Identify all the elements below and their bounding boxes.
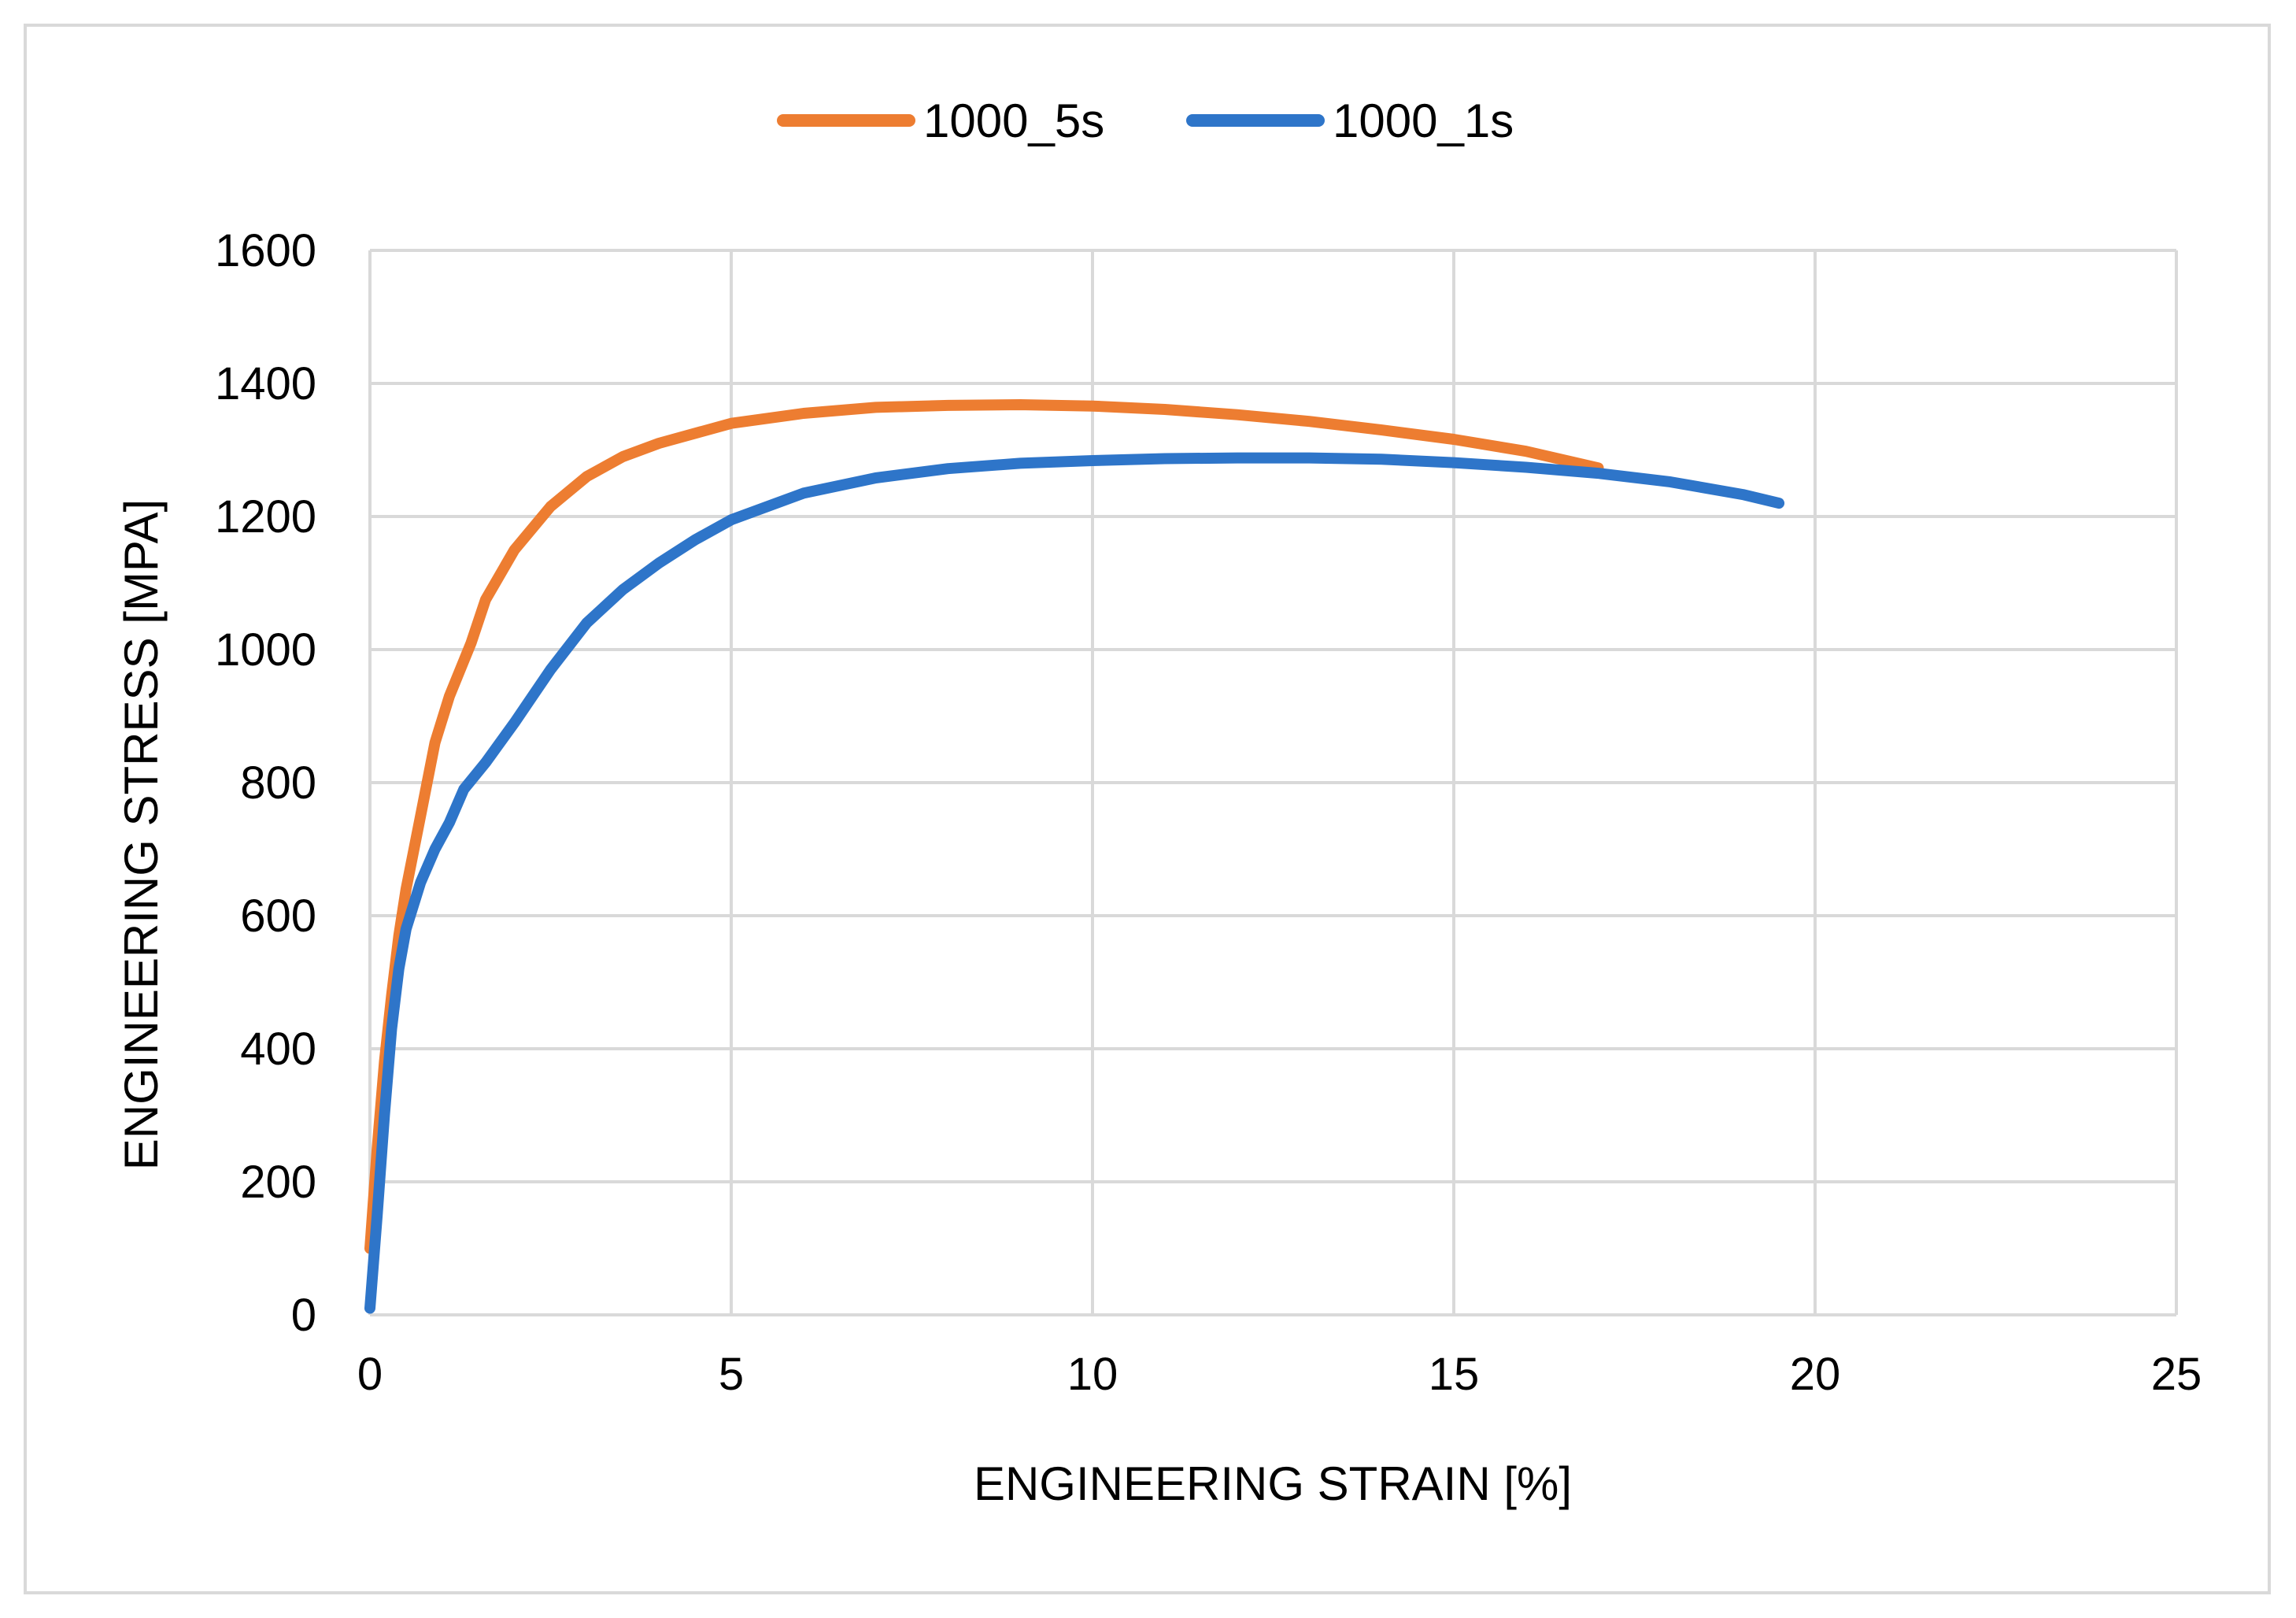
x-tick-label: 10 [1067, 1349, 1118, 1400]
legend-label-1000_5s: 1000_5s [923, 94, 1104, 147]
chart-frame [24, 24, 2271, 1594]
y-tick-label: 1400 [215, 358, 316, 409]
x-tick-label: 20 [1790, 1349, 1841, 1400]
legend-label-1000_1s: 1000_1s [1333, 94, 1514, 147]
y-tick-label: 200 [240, 1157, 316, 1208]
y-tick-label: 1600 [215, 225, 316, 276]
x-axis-title: ENGINEERING STRAIN [%] [974, 1457, 1572, 1510]
series-layer [364, 399, 1785, 1314]
y-axis-title: ENGINEERING STRESS [MPA] [115, 499, 168, 1170]
series-line-1000_5s [364, 399, 1604, 1254]
x-tick-label: 0 [357, 1349, 383, 1400]
y-tick-label: 800 [240, 757, 316, 809]
y-tick-label: 600 [240, 890, 316, 942]
legend: 1000_5s 1000_1s [777, 94, 1514, 147]
x-tick-label: 15 [1429, 1349, 1480, 1400]
y-tick-label: 1000 [215, 624, 316, 676]
tick-layer: 0 5 10 15 20 25 0 200 400 600 800 1000 1200 1400 1600 [215, 225, 2202, 1400]
x-tick-label: 25 [2151, 1349, 2202, 1400]
y-tick-label: 1200 [215, 491, 316, 542]
y-tick-label: 400 [240, 1024, 316, 1075]
grid-layer [368, 249, 2178, 1316]
x-tick-label: 5 [719, 1349, 744, 1400]
y-tick-label: 0 [291, 1290, 316, 1341]
series-line-1000_1s [364, 452, 1785, 1314]
